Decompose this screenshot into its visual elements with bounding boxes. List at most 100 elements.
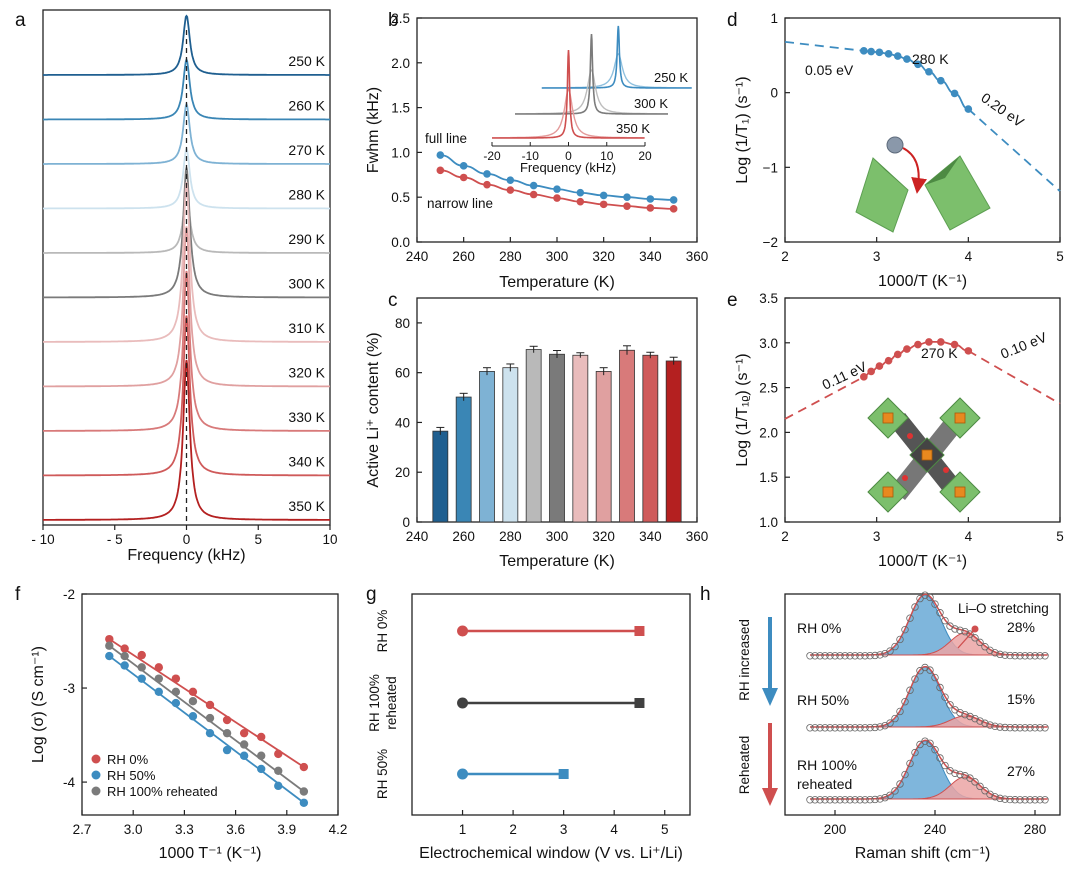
panel-f-point [188,687,198,697]
panel-h-data-point [841,724,849,732]
panel-b-inset-xlabel: Frequency (kHz) [520,160,616,175]
panel-b-ytick-label: 1.5 [391,101,410,116]
panel-h-data-point [986,790,994,799]
panel-f-xtick-label: 3.6 [226,822,245,837]
panel-h-percent-label: 28% [1007,619,1035,635]
panel-b-point [599,200,608,209]
panel-h-data-point [991,793,999,801]
panel-e-ytick-label: 2.5 [759,381,778,396]
panel-e-structure-li [943,467,949,473]
panel-b-xtick-label: 240 [406,249,429,264]
panel-g-xtick-label: 3 [560,822,568,837]
panel-a-xtick-label: 10 [322,532,337,547]
panel-c-bar [595,371,612,523]
panel-h-data-point [826,796,834,804]
panel-b-xtick-label: 340 [639,249,662,264]
panel-h-spectrum-label: RH 0% [797,620,841,636]
panel-h-xtick-label: 240 [924,822,947,837]
panel-f-point [137,663,146,672]
panel-h-data-point [811,724,819,732]
panel-label-c: c [388,290,398,311]
panel-b-point [506,186,515,194]
panel-d-point [925,67,933,76]
panel-d-point [860,47,868,55]
panel-h-data-point [1016,652,1024,660]
panel-h-data-point [816,652,824,660]
panel-f-point [171,674,181,683]
panel-c-ylabel: Active Li⁺ content (%) [365,332,382,487]
panel-h-annotation: Li–O stretching [958,601,1049,616]
panel-h-spectrum-label: RH 100% [797,757,857,773]
panel-h-data-point [871,651,879,660]
panel-b-xtick-label: 280 [499,249,522,264]
panel-h-data-point [961,772,969,780]
panel-b-point [553,185,561,193]
panel-h-data-point [1026,724,1034,732]
panel-f-point [239,728,249,738]
panel-h-data-point [916,594,924,603]
panel-h-percent-label: 15% [1007,691,1035,707]
panel-h-data-point [816,724,824,732]
panel-f-point [105,651,114,661]
panel-c-xlabel: Temperature (K) [499,553,615,570]
panel-h-data-point [906,759,914,768]
panel-c-bar [525,349,542,523]
panel-h-data-point [806,796,814,804]
panel-e-point [867,367,875,376]
panel-e-annotation: 0.10 eV [998,329,1049,362]
panel-b-xlabel: Temperature (K) [499,274,615,291]
panel-h-data-point [1031,652,1039,660]
panel-h-data-point [861,724,869,732]
panel-h-data-point [1036,796,1044,804]
panel-h-data-point [846,724,854,732]
panel-h-data-point [1031,724,1039,732]
panel-a-xtick-label: - 10 [31,532,54,547]
panel-a-temp-label: 320 K [288,365,325,381]
panel-f-point [205,700,215,710]
panel-h-data-point [856,724,864,732]
panel-b-point [623,193,631,201]
panel-d-point [893,52,902,60]
panel-g-window-end [634,698,645,708]
panel-h-data-point [836,652,844,660]
panel-b-point [576,188,585,197]
panel-h-data-point [1036,724,1044,732]
panel-h-data-point [1001,651,1009,659]
panel-h-data-point [821,796,829,804]
panel-d-xtick-label: 3 [873,249,881,264]
panel-label-b: b [388,10,399,31]
panel-b-inset-temp-label: 250 K [654,70,688,85]
panel-e-point [884,356,893,365]
panel-f-point [239,740,249,749]
panel-h-data-point [946,701,954,709]
panel-e-fit-high [967,350,1061,405]
panel-label-f: f [15,584,21,605]
panel-b-label-full-line: full line [425,131,467,146]
panel-a-xtick-label: 5 [254,532,262,547]
panel-label-a: a [15,10,26,31]
panel-g-window-start [457,768,469,780]
panel-e-structure-cation [954,486,966,498]
panel-g-window-end [634,626,645,636]
panel-g-category-label: RH 100% [367,674,382,732]
panel-e-point [875,362,884,370]
panel-e-t1rho-chart: 2 3 4 5 1.0 1.5 2.0 2.5 3.0 3.5 1000/T (K⁻¹) Log (1… [734,291,1064,570]
panel-h-data-point [936,609,944,617]
panel-f-xlabel: 1000 T⁻¹ (K⁻¹) [159,845,262,862]
panel-h-data-point [976,717,984,725]
panel-g-category-label: reheated [384,676,399,729]
panel-h-data-point [1041,724,1049,732]
panel-h-xtick-label: 200 [824,822,847,837]
panel-h-data-point [901,770,909,779]
panel-h-data-point [876,651,884,659]
panel-h-data-point [876,795,884,803]
panel-h-data-point [901,625,909,634]
panel-h-data-point [856,796,864,804]
panel-f-point [154,687,163,697]
panel-h-data-point [931,600,939,608]
panel-c-bar [455,396,472,523]
panel-h-data-point [971,778,979,786]
panel-f-xtick-label: 3.9 [277,822,296,837]
panel-h-data-point [856,652,864,660]
panel-h-data-point [891,714,899,723]
